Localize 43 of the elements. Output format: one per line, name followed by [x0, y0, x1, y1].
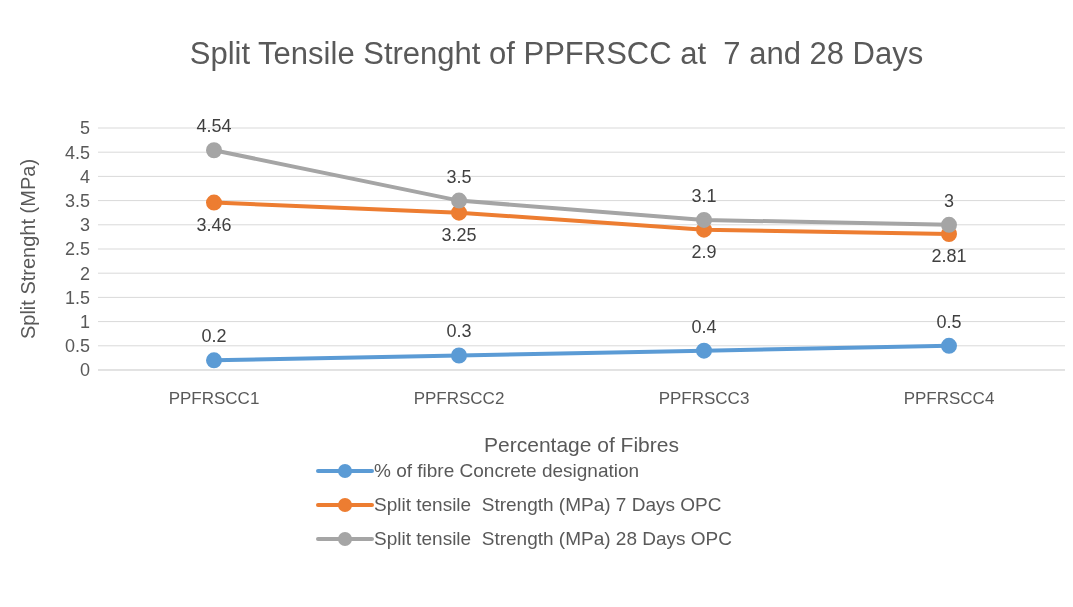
y-tick-label: 1.5 [64, 287, 90, 308]
point [941, 216, 957, 233]
legend-label: Split tensile Strength (MPa) 28 Days OPC [374, 528, 732, 550]
data-label: 0.5 [936, 311, 962, 332]
chart-title: Split Tensile Strenght of PPFRSCC at 7 and 28 Days [188, 35, 925, 73]
data-label: 3.5 [446, 166, 472, 187]
point [696, 211, 712, 228]
point [451, 347, 467, 364]
point [451, 192, 467, 209]
x-tick-label: PPFRSCC1 [168, 389, 260, 409]
y-tick-label: 0 [79, 360, 90, 381]
y-tick-label: 2 [79, 263, 90, 284]
data-label: 3.1 [691, 185, 717, 206]
data-label: 0.4 [691, 316, 717, 337]
x-axis-title: Percentage of Fibres [484, 433, 679, 456]
data-label: 3.46 [196, 214, 232, 235]
point [696, 342, 712, 359]
point [206, 194, 222, 211]
y-tick-label: 0.5 [64, 336, 90, 357]
legend-label: % of fibre Concrete designation [374, 460, 640, 482]
data-label: 3 [943, 190, 955, 211]
y-tick-label: 3.5 [64, 190, 90, 211]
y-tick-label: 2.5 [64, 239, 90, 260]
y-tick-label: 3 [79, 215, 90, 236]
point [206, 142, 222, 159]
data-label: 0.2 [201, 326, 227, 347]
y-tick-label: 1 [79, 311, 90, 332]
data-label: 4.54 [196, 116, 232, 137]
point [206, 352, 222, 369]
legend-label: Split tensile Strength (MPa) 7 Days OPC [374, 494, 722, 516]
data-label: 3.25 [441, 224, 477, 245]
point [941, 337, 957, 354]
data-label: 2.81 [931, 246, 967, 266]
data-label: 2.9 [691, 241, 717, 262]
x-tick-label: PPFRSCC3 [658, 389, 750, 409]
x-tick-label: PPFRSCC2 [413, 389, 505, 409]
y-axis-title: Split Strenght (MPa) [17, 158, 40, 340]
point [451, 204, 467, 221]
x-tick-label: PPFRSCC4 [903, 389, 995, 409]
y-tick-label: 4 [79, 166, 90, 187]
data-label: 0.3 [446, 321, 472, 342]
y-tick-label: 4.5 [64, 142, 90, 163]
y-tick-label: 5 [79, 118, 90, 139]
